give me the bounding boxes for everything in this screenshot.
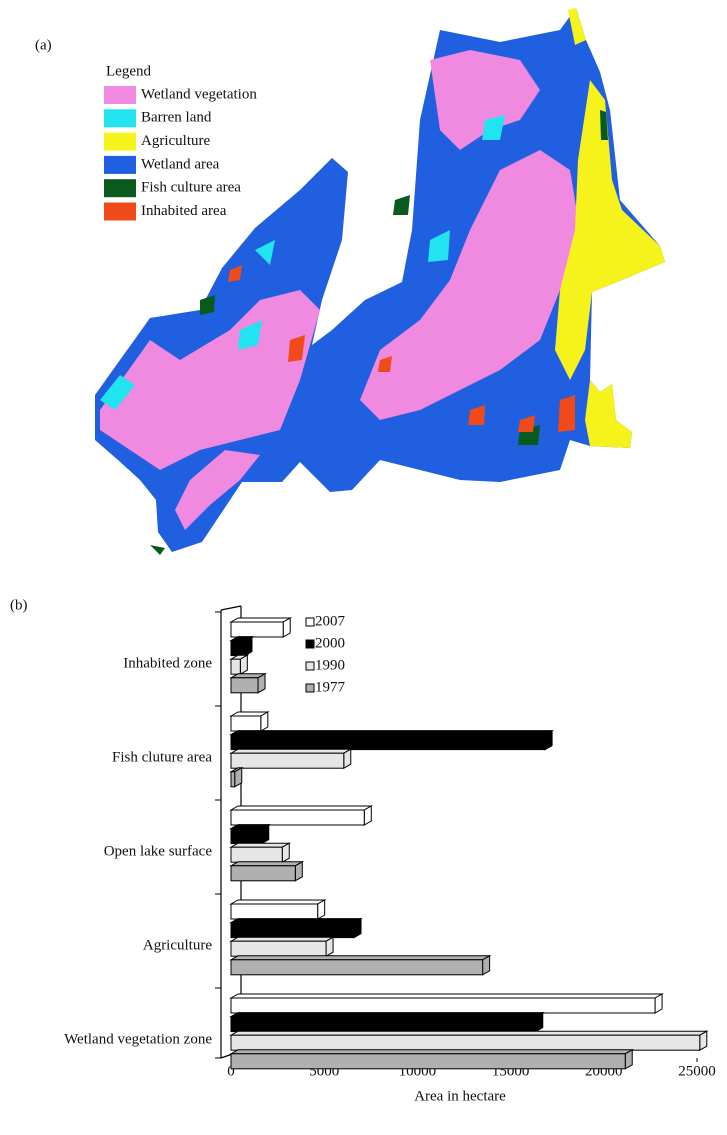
- bar-depth: [231, 919, 361, 923]
- bar-depth: [483, 956, 490, 975]
- bar-depth: [364, 806, 371, 825]
- bar-depth: [262, 825, 269, 844]
- bar: [231, 866, 295, 881]
- bar: [231, 1054, 625, 1069]
- bar: [231, 941, 326, 956]
- bar-depth: [625, 1050, 632, 1069]
- bar: [231, 678, 258, 693]
- bar-depth: [536, 1013, 543, 1032]
- bar-depth: [258, 674, 265, 693]
- figure: (a) Legend Wetland vegetation Barren land…: [0, 0, 727, 1135]
- bar-depth: [235, 768, 242, 787]
- legend-swatch: [104, 133, 136, 151]
- bar: [231, 904, 318, 919]
- bar: [231, 998, 655, 1013]
- legend-swatch: [104, 109, 136, 127]
- bar-depth: [231, 843, 289, 847]
- bar: [231, 622, 283, 637]
- bar: [231, 829, 262, 844]
- bar-depth: [231, 900, 325, 904]
- bar-depth: [231, 994, 662, 998]
- y-tick-label: Agriculture: [143, 937, 212, 953]
- page: {"map": {"panel_label": "(a)", "legend_t…: [0, 0, 727, 1135]
- map-legend: Wetland vegetation Barren land Agriculture…: [104, 86, 257, 221]
- bar-depth: [231, 731, 552, 735]
- legend-label: Agriculture: [141, 133, 210, 149]
- bar-depth: [545, 731, 552, 750]
- legend-label: Wetland area: [141, 156, 220, 172]
- bar-depth: [231, 937, 333, 941]
- bar-depth: [231, 749, 351, 753]
- bar: [231, 847, 282, 862]
- bar-depth: [245, 637, 252, 656]
- x-tick-label: 25000: [678, 1063, 716, 1079]
- legend-swatch: [306, 684, 314, 692]
- bar-depth: [344, 749, 351, 768]
- y-tick-label: Open lake surface: [104, 843, 213, 859]
- legend-label: Fish culture area: [141, 180, 241, 196]
- bar-depth: [700, 1031, 707, 1050]
- legend-label: Wetland vegetation: [141, 86, 257, 102]
- y-tick-label: Inhabited zone: [123, 655, 212, 671]
- bar-depth: [295, 862, 302, 881]
- y-tick-label: Wetland vegetation zone: [64, 1031, 212, 1047]
- legend-swatch: [306, 662, 314, 670]
- legend-label: 2007: [315, 613, 346, 629]
- bar-depth: [231, 1013, 543, 1017]
- legend-label: 2000: [315, 635, 345, 651]
- legend-swatch: [104, 86, 136, 104]
- legend-swatch: [306, 618, 314, 626]
- bar-depth: [282, 843, 289, 862]
- bar: [231, 641, 245, 656]
- legend-swatch: [306, 640, 314, 648]
- bar-depth: [655, 994, 662, 1013]
- bar: [231, 960, 483, 975]
- bar: [231, 753, 344, 768]
- bar-depth: [231, 618, 290, 622]
- map-region: [585, 380, 632, 448]
- bar-depth: [318, 900, 325, 919]
- map: (a) Legend Wetland vegetation Barren land…: [35, 8, 665, 555]
- legend-label: 1977: [315, 679, 346, 695]
- legend-label: Inhabited area: [141, 203, 227, 219]
- bar-depth: [231, 806, 371, 810]
- bar: [231, 659, 240, 674]
- legend-title: Legend: [106, 63, 151, 79]
- bar-depth: [261, 712, 268, 731]
- bar-depth: [231, 1031, 707, 1035]
- bar-depth: [231, 862, 302, 866]
- bar: [231, 1035, 700, 1050]
- legend-swatch: [104, 203, 136, 221]
- axis-wall: [221, 606, 241, 610]
- legend-swatch: [104, 156, 136, 174]
- bar: [231, 716, 261, 731]
- bar: [231, 735, 545, 750]
- bar: [231, 1017, 536, 1032]
- y-tick-label: Fish cluture area: [112, 749, 212, 765]
- bar: [231, 772, 235, 787]
- bar-depth: [326, 937, 333, 956]
- bar: [231, 810, 364, 825]
- x-axis-label: Area in hectare: [414, 1088, 506, 1104]
- bar-depth: [231, 1050, 632, 1054]
- bar-depth: [354, 919, 361, 938]
- bar: [231, 923, 354, 938]
- panel-label: (a): [35, 37, 52, 53]
- legend-label: 1990: [315, 657, 345, 673]
- legend-swatch: [104, 179, 136, 197]
- panel-label: (b): [10, 597, 28, 613]
- bar-depth: [283, 618, 290, 637]
- legend-label: Barren land: [141, 110, 212, 126]
- bar-depth: [231, 956, 490, 960]
- bar-depth: [240, 655, 247, 674]
